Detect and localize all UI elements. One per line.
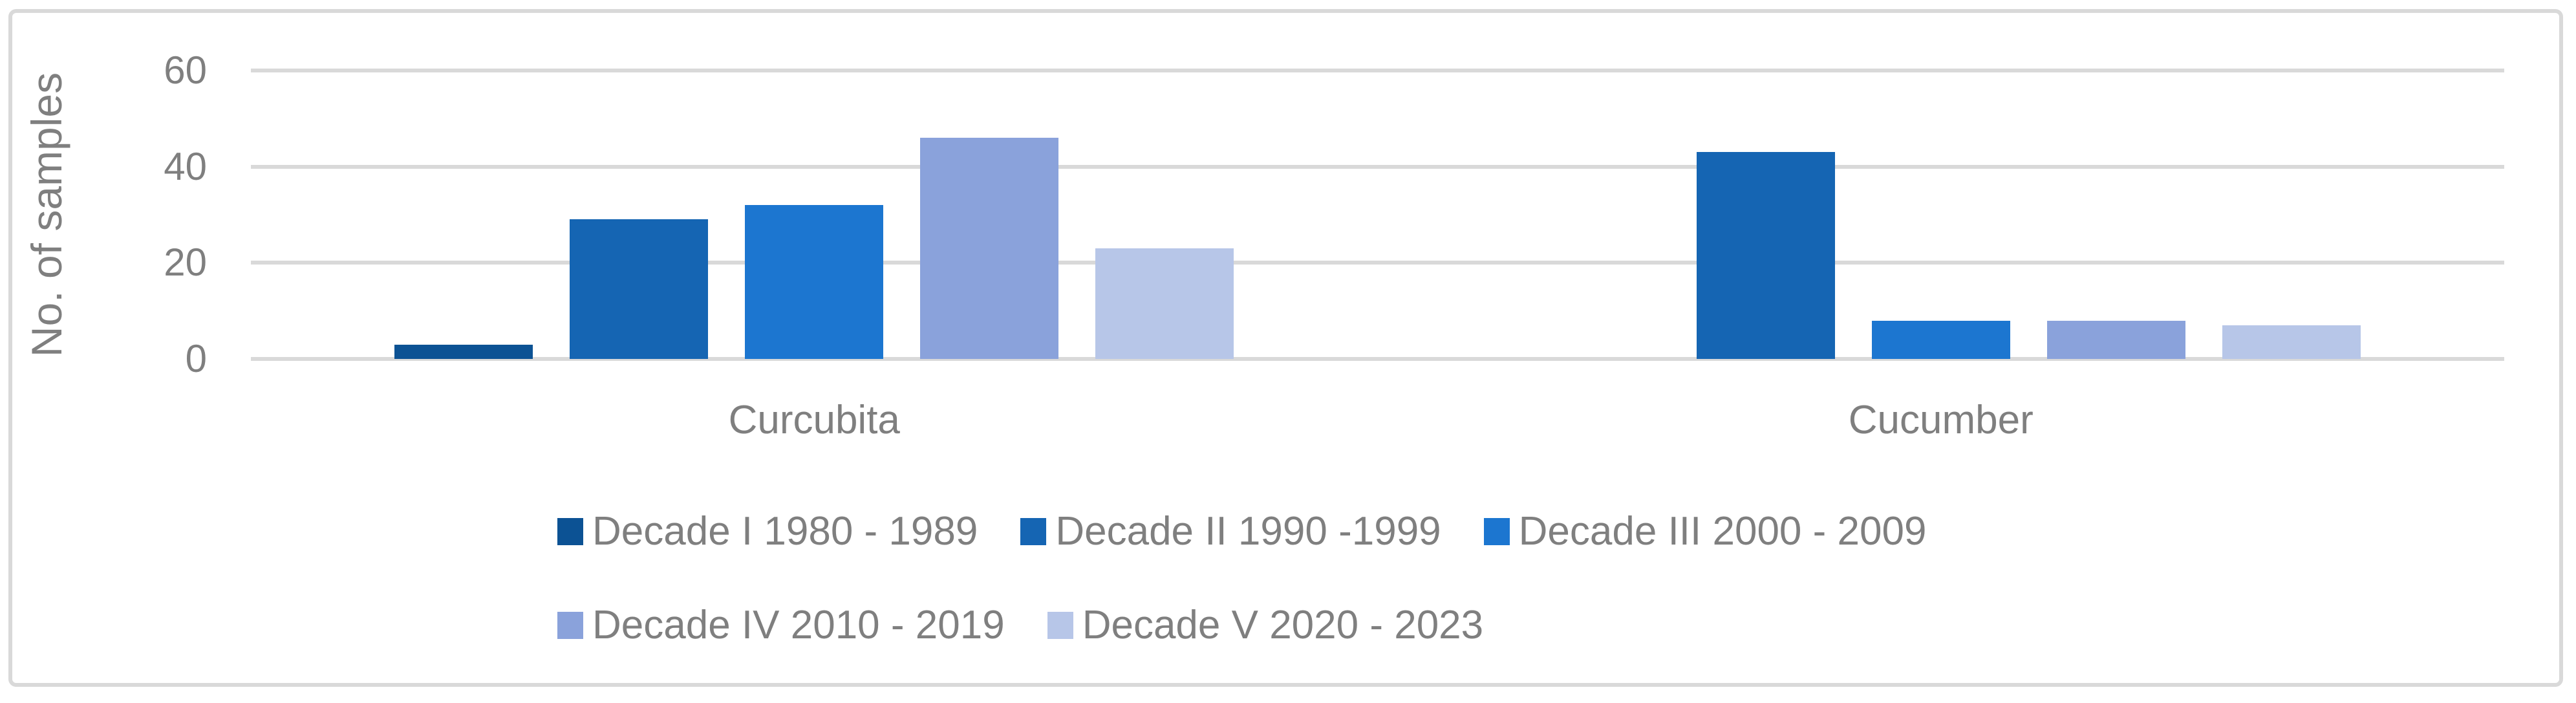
gridline-0	[251, 357, 2504, 361]
category-label-cucumber: Cucumber	[1848, 398, 2034, 442]
gridline-60	[251, 69, 2504, 72]
y-axis-title: No. of samples	[23, 72, 70, 358]
legend-item-series4: Decade IV 2010 - 2019	[557, 603, 1005, 648]
legend-item-label: Decade I 1980 - 1989	[592, 509, 978, 554]
gridline-40	[251, 164, 2504, 169]
legend-swatch-icon	[1047, 612, 1073, 639]
legend-row-2: Decade IV 2010 - 2019 Decade V 2020 - 202…	[557, 603, 1969, 648]
legend-item-label: Decade IV 2010 - 2019	[592, 603, 1005, 647]
bar-curcubita-series2	[570, 219, 709, 359]
bar-cucumber-series4	[2046, 320, 2185, 359]
legend-item-series5: Decade V 2020 - 2023	[1047, 603, 1483, 648]
category-label-curcubita: Curcubita	[728, 398, 900, 442]
y-tick-20: 20	[164, 241, 207, 285]
chart-legend: Decade I 1980 - 1989 Decade II 1990 -1999…	[557, 509, 1969, 697]
bar-curcubita-series3	[745, 205, 884, 359]
bar-cucumber-series5	[2222, 325, 2361, 359]
gridline-20	[251, 261, 2504, 265]
bar-cucumber-series3	[1871, 320, 2010, 359]
legend-row-1: Decade I 1980 - 1989 Decade II 1990 -1999…	[557, 509, 1969, 554]
legend-item-series2: Decade II 1990 -1999	[1020, 509, 1441, 554]
legend-item-series3: Decade III 2000 - 2009	[1483, 509, 1927, 554]
legend-swatch-icon	[557, 612, 583, 639]
y-tick-40: 40	[164, 144, 207, 188]
legend-swatch-icon	[1020, 518, 1047, 545]
y-tick-60: 60	[164, 49, 207, 92]
bar-curcubita-series1	[394, 344, 533, 359]
legend-item-label: Decade V 2020 - 2023	[1082, 603, 1484, 647]
chart-border	[8, 9, 2563, 687]
legend-item-label: Decade II 1990 -1999	[1055, 509, 1441, 554]
legend-swatch-icon	[1483, 518, 1510, 545]
bar-curcubita-series5	[1095, 248, 1234, 359]
legend-swatch-icon	[557, 518, 583, 545]
y-tick-0: 0	[185, 337, 207, 380]
legend-item-label: Decade III 2000 - 2009	[1518, 509, 1927, 554]
legend-item-series1: Decade I 1980 - 1989	[557, 509, 978, 554]
bar-cucumber-series2	[1696, 152, 1835, 359]
bar-curcubita-series4	[920, 138, 1059, 359]
